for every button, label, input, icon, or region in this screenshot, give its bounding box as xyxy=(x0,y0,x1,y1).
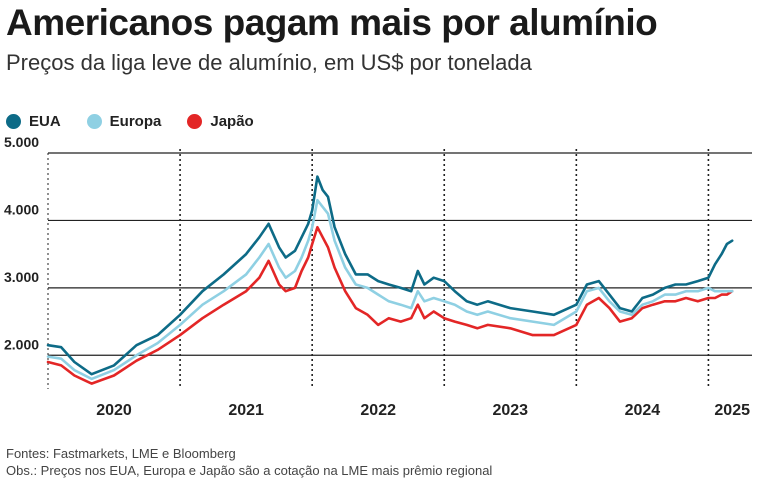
x-tick-label: 2025 xyxy=(714,402,750,419)
y-tick-label: 5.000 xyxy=(4,135,39,150)
x-tick-label: 2023 xyxy=(492,402,528,419)
legend-item-europa: Europa xyxy=(86,113,162,130)
y-tick-label: 4.000 xyxy=(4,201,39,217)
legend-item-eua: EUA xyxy=(6,113,61,130)
footer-note: Obs.: Preços nos EUA, Europa e Japão são… xyxy=(6,463,493,478)
x-tick-label: 2022 xyxy=(360,402,396,419)
legend-label-europa: Europa xyxy=(109,113,162,130)
chart-subtitle: Preços da liga leve de alumínio, em US$ … xyxy=(6,50,532,75)
legend-dot-europa xyxy=(86,114,102,129)
legend-label-japao: Japão xyxy=(210,113,254,130)
line-chart: 2.000 3.000 4.000 5.000 2020 2021 2022 2023 2024… xyxy=(4,135,752,419)
series-line-eua xyxy=(46,175,734,376)
chart-title: Americanos pagam mais por alumínio xyxy=(6,2,658,43)
x-tick-label: 2024 xyxy=(625,402,661,419)
series-line-europa xyxy=(46,198,734,381)
legend-item-japao: Japão xyxy=(187,113,254,130)
legend-label-eua: EUA xyxy=(29,113,61,130)
footer-sources: Fontes: Fastmarkets, LME e Bloomberg xyxy=(6,446,236,461)
legend-dot-japao xyxy=(187,114,203,129)
x-tick-label: 2021 xyxy=(228,402,264,419)
series-line-japao xyxy=(46,225,734,385)
y-tick-label: 3.000 xyxy=(4,269,39,285)
y-tick-label: 2.000 xyxy=(4,336,39,352)
legend-dot-eua xyxy=(6,114,21,129)
x-tick-label: 2020 xyxy=(96,402,132,419)
legend: EUA Europa Japão xyxy=(6,113,280,130)
